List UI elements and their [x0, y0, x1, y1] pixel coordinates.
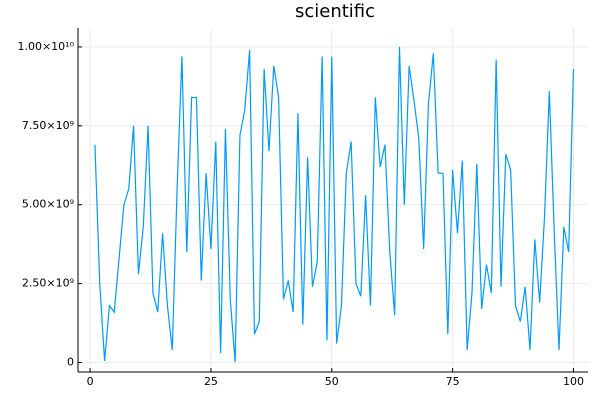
line-series: [94, 46, 575, 362]
x-tick-label: 0: [87, 375, 94, 388]
y-tick-label: 2.50×10⁹: [22, 277, 74, 290]
x-tick-label: 100: [563, 375, 584, 388]
x-tick-label: 25: [204, 375, 218, 388]
chart-title: scientific: [295, 1, 375, 22]
y-tick-label: 0: [67, 356, 74, 369]
x-tick-label: 75: [446, 375, 460, 388]
x-tick-label: 50: [325, 375, 339, 388]
y-tick-label: 7.50×10⁹: [22, 119, 74, 132]
y-tick-label: 5.00×10⁹: [22, 198, 74, 211]
y-tick-label: 1.00×10¹⁰: [17, 40, 74, 53]
